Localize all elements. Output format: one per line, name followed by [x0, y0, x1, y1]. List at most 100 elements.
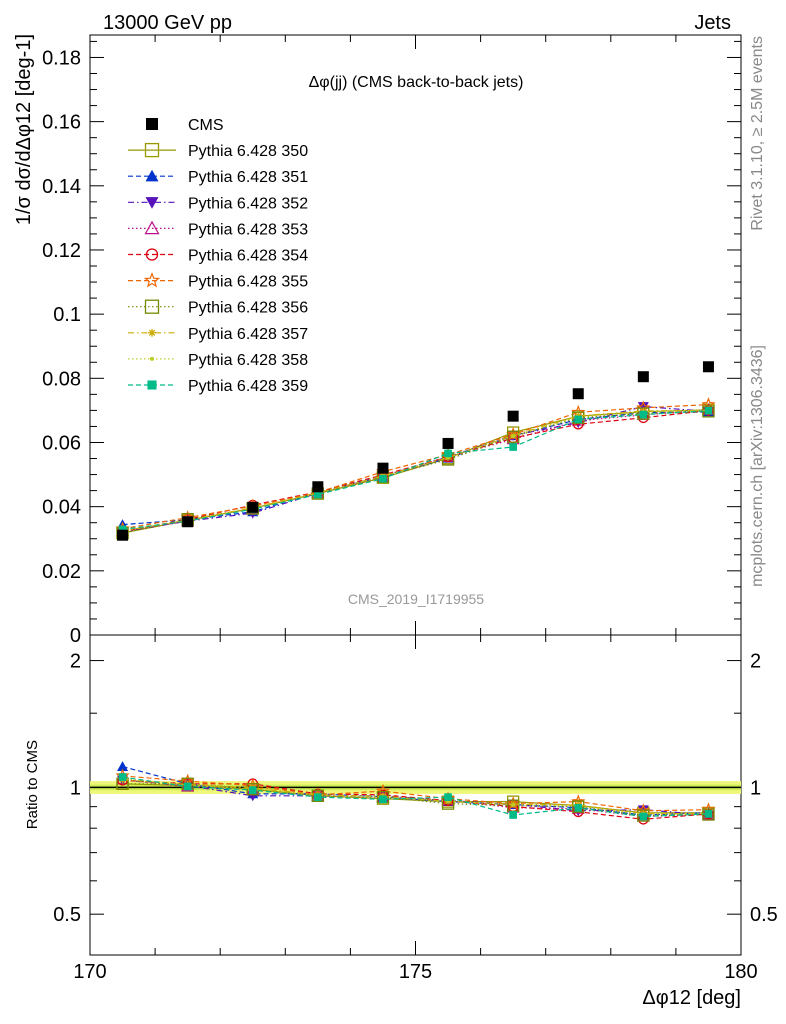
data-point [444, 449, 452, 458]
ratio-point [311, 789, 325, 802]
legend-label: Pythia 6.428 356 [188, 300, 308, 317]
ratio-point [248, 786, 257, 794]
ratio-point [118, 773, 127, 781]
data-point [507, 410, 519, 422]
ratio-tick-label: 2 [70, 651, 81, 673]
legend-marker [144, 142, 160, 158]
x-tick-label: 180 [724, 961, 757, 983]
ratio-point [574, 804, 583, 812]
data-point [118, 525, 127, 534]
legend-marker [146, 118, 158, 130]
y-axis-label: 1/σ dσ/dΔφ12 [deg-1] [13, 34, 35, 225]
legend-entry: CMS [146, 117, 224, 134]
x-axis-label: Δφ12 [deg] [642, 987, 741, 1009]
header-left: 13000 GeV pp [103, 12, 232, 34]
legend-marker [143, 272, 161, 288]
ratio-line [122, 779, 709, 816]
legend-entry: Pythia 6.428 352 [128, 195, 308, 212]
data-point [637, 371, 649, 383]
legend-label: Pythia 6.428 353 [188, 221, 308, 238]
legend-label: Pythia 6.428 355 [188, 274, 308, 291]
ratio-plot-frame [89, 634, 742, 956]
series-pythia-6-428-359-ratio [118, 773, 713, 821]
legend-label: Pythia 6.428 357 [188, 326, 308, 343]
ratio-point [444, 793, 452, 801]
ratio-tick-label: 0.5 [53, 904, 81, 926]
legend-entry: Pythia 6.428 359 [128, 378, 308, 395]
ratio-tick-label: 2 [750, 651, 761, 673]
series-line [122, 409, 709, 531]
ratio-point [639, 812, 648, 821]
data-point [702, 361, 714, 373]
data-point [442, 437, 454, 449]
data-point [637, 402, 649, 413]
x-tick-label: 170 [73, 961, 106, 983]
ratio-point [379, 795, 387, 804]
ratio-line [122, 783, 709, 817]
legend-marker [145, 248, 159, 261]
data-point [509, 443, 517, 451]
ratio-tick-label: 1 [70, 777, 81, 799]
legend-marker [145, 169, 159, 182]
data-point [704, 406, 713, 415]
ratio-tick-label: 1 [750, 777, 761, 799]
data-point [117, 529, 129, 541]
series-pythia-6-428-359 [118, 406, 713, 534]
data-point [639, 410, 648, 419]
data-point [182, 516, 194, 528]
y-tick-label: 0.16 [42, 112, 81, 134]
data-point [377, 462, 389, 474]
legend-label: Pythia 6.428 351 [188, 169, 308, 186]
data-point [572, 388, 584, 400]
data-point [312, 481, 324, 493]
series-pythia-6-428-353 [116, 403, 715, 536]
side-label-top: Rivet 3.1.10, ≥ 2.5M events [749, 36, 766, 231]
ratio-tick-label: 0.5 [750, 904, 778, 926]
y-tick-label: 0.02 [42, 561, 81, 583]
ratio-point [572, 800, 585, 813]
legend-entry: Pythia 6.428 353 [128, 220, 308, 238]
y-tick-label: 0.12 [42, 240, 81, 262]
legend-marker [147, 380, 157, 390]
legend-entry: Pythia 6.428 357 [128, 326, 308, 343]
ratio-line [122, 779, 709, 815]
legend: CMS Pythia 6.428 350 Pythia 6.428 351 Pythi… [128, 117, 308, 395]
y-tick-label: 0.06 [42, 432, 81, 454]
legend-entry: Pythia 6.428 355 [128, 272, 308, 291]
data-point [574, 415, 583, 424]
legend-label: Pythia 6.428 358 [188, 352, 308, 369]
legend-entry: Pythia 6.428 356 [128, 299, 308, 317]
header-right: Jets [694, 12, 731, 34]
data-point [379, 474, 387, 483]
legend-label: Pythia 6.428 352 [188, 195, 308, 212]
series-pythia-6-428-357 [119, 407, 712, 535]
legend-marker [148, 328, 156, 337]
series-line [122, 410, 709, 530]
legend-entry: Pythia 6.428 354 [128, 248, 308, 265]
legend-marker [145, 197, 159, 209]
legend-entry: Pythia 6.428 350 [128, 142, 308, 160]
series-cms [117, 361, 714, 541]
y-tick-label: 0.1 [53, 304, 81, 326]
ratio-point [704, 810, 713, 818]
series-line [122, 409, 709, 532]
legend-label: Pythia 6.428 350 [188, 143, 308, 160]
ratio-point [511, 802, 516, 807]
legend-marker [144, 299, 160, 314]
legend-entry: Pythia 6.428 358 [128, 352, 308, 369]
legend-label: Pythia 6.428 354 [188, 248, 308, 265]
ratio-point [509, 811, 517, 819]
ratio-point [637, 809, 650, 822]
y-axis-label-text: 1/σ dσ/dΔφ12 [deg-1] [13, 34, 35, 225]
series-main [115, 361, 716, 541]
ratio-y-axis-label: Ratio to CMS [24, 740, 41, 829]
y-tick-label: 0.04 [42, 497, 81, 519]
legend-marker-stroke [148, 329, 156, 336]
ratio-line [122, 775, 709, 812]
ratio-line [122, 776, 709, 818]
data-point [247, 501, 259, 513]
legend-label: CMS [188, 117, 224, 134]
data-point [511, 434, 516, 439]
series-ratio [115, 761, 716, 825]
ratio-point [183, 782, 192, 791]
